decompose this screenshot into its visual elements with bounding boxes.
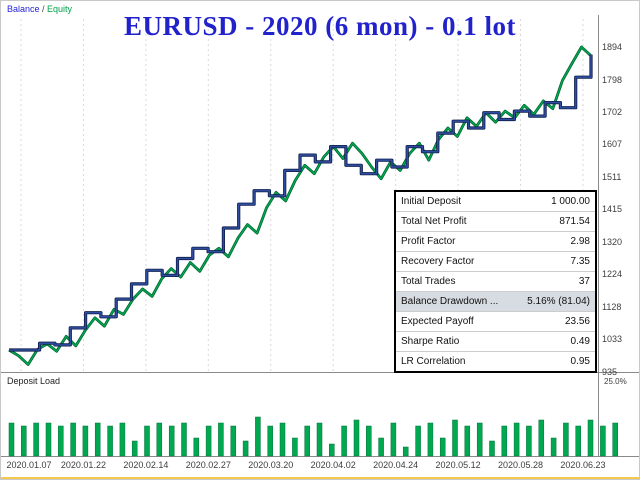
x-axis-tick: 2020.02.27 — [185, 460, 231, 470]
stats-value: 0.95 — [570, 356, 590, 367]
bottom-accent-strip — [1, 477, 639, 479]
y-axis-tick: 1702 — [602, 107, 623, 118]
y-axis-tick: 1511 — [602, 171, 622, 182]
x-axis-tick: 2020.04.02 — [310, 460, 356, 470]
stats-row: Total Net Profit 871.54 — [396, 212, 595, 232]
stats-value: 871.54 — [559, 216, 590, 227]
stats-row: Sharpe Ratio 0.49 — [396, 332, 595, 352]
stats-table: Initial Deposit 1 000.00 Total Net Profit 8… — [394, 190, 597, 373]
stats-value: 5.16% (81.04) — [527, 296, 590, 307]
chart-title: EURUSD - 2020 (6 mon) - 0.1 lot — [124, 11, 516, 41]
y-axis-tick: 935 — [602, 367, 618, 377]
y-axis-tick: 1894 — [602, 42, 623, 52]
stats-row: Recovery Factor 7.35 — [396, 252, 595, 272]
y-axis-tick: 1798 — [602, 74, 623, 85]
stats-label: Total Trades — [401, 276, 456, 287]
y-axis-tick: 1415 — [602, 204, 623, 215]
x-axis-tick: 2020.01.22 — [60, 460, 106, 470]
x-axis-tick: 2020.02.14 — [123, 460, 169, 470]
x-axis-tick: 2020.04.24 — [373, 460, 419, 470]
stats-value: 0.49 — [570, 336, 590, 347]
stats-label: Sharpe Ratio — [401, 336, 460, 347]
x-axis-tick: 2020.05.28 — [497, 460, 544, 470]
stats-label: Recovery Factor — [401, 256, 475, 267]
x-axis-tick: 2020.01.07 — [6, 460, 52, 470]
legend-equity[interactable]: Equity — [47, 4, 73, 14]
deposit-load-axis-max: 25.0% — [604, 377, 627, 386]
stats-row: Expected Payoff 23.56 — [396, 312, 595, 332]
stats-row: LR Correlation 0.95 — [396, 352, 595, 371]
stats-label: Profit Factor — [401, 236, 456, 247]
y-axis-tick: 1224 — [602, 269, 623, 280]
legend-balance[interactable]: Balance — [7, 4, 40, 14]
y-axis-tick: 1128 — [602, 301, 622, 312]
stats-row: Total Trades 37 — [396, 272, 595, 292]
chart-legend: Balance / Equity — [7, 4, 72, 14]
x-axis-tick: 2020.05.12 — [435, 460, 481, 470]
y-axis-tick: 1033 — [602, 333, 623, 344]
legend-separator: / — [39, 4, 48, 14]
stats-value: 1 000.00 — [551, 196, 590, 207]
stats-label: LR Correlation — [401, 356, 466, 367]
stats-row: Balance Drawdown ... 5.16% (81.04) — [396, 292, 595, 312]
deposit-load-title: Deposit Load — [7, 376, 61, 386]
stats-value: 23.56 — [564, 316, 590, 327]
stats-label: Initial Deposit — [401, 196, 462, 207]
stats-row: Profit Factor 2.98 — [396, 232, 595, 252]
stats-label: Total Net Profit — [401, 216, 467, 227]
x-axis-tick: 2020.03.20 — [248, 460, 294, 470]
y-axis-tick: 1607 — [602, 139, 623, 150]
stats-row: Initial Deposit 1 000.00 — [396, 192, 595, 212]
stats-value: 7.35 — [570, 256, 590, 267]
y-axis-tick: 1320 — [602, 236, 623, 247]
stats-label: Expected Payoff — [401, 316, 474, 327]
stats-value: 37 — [578, 276, 590, 287]
stats-label: Balance Drawdown ... — [401, 296, 499, 307]
stats-value: 2.98 — [570, 236, 590, 247]
x-axis-tick: 2020.06.23 — [560, 460, 606, 470]
